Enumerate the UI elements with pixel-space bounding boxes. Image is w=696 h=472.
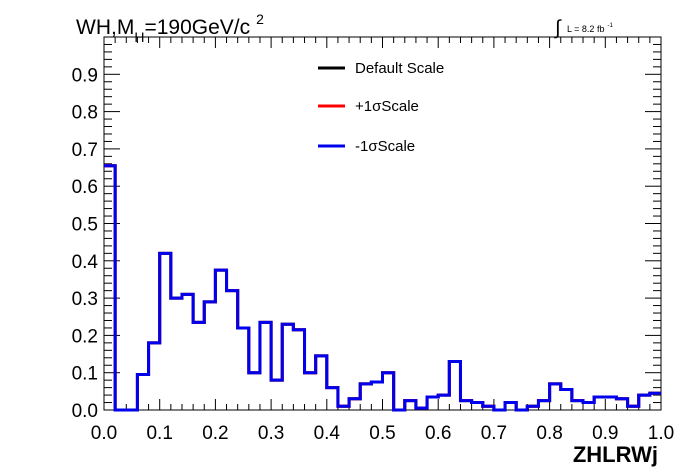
x-tick-label: 0.3 [258,423,284,444]
x-tick-label: 0.5 [369,423,395,444]
series-line-2 [104,164,661,412]
lumi-superscript: -1 [607,23,613,29]
lumi-text: L = 8.2 fb [567,24,604,34]
y-tick-label: 0.2 [72,326,98,347]
legend: Default Scale +1σScale -1σScale [318,60,444,155]
x-tick-label: 0.1 [146,423,172,444]
y-tick-label: 0.3 [72,289,98,310]
y-tick-label: 0.9 [72,65,98,86]
x-tick-label: 0.9 [592,423,618,444]
y-tick-label: 0.7 [72,140,98,161]
x-axis-title: ZHLRWj [573,442,658,467]
x-tick-label: 0.4 [314,423,341,444]
x-tick-label: 0.2 [202,423,228,444]
x-tick-label: 1.0 [648,423,674,444]
x-tick-label: 0.0 [91,423,117,444]
title-prefix: WH,M [76,16,134,39]
legend-label: +1σScale [355,98,419,115]
title-suffix: =190GeV/c [144,16,250,39]
lumi-label: L = 8.2 fb -1 [567,23,613,34]
y-tick-label: 0.5 [72,215,98,236]
legend-label: -1σScale [355,138,415,155]
y-tick-label: 0.8 [72,103,98,124]
legend-label: Default Scale [355,60,444,77]
y-tick-label: 0.0 [72,401,98,422]
x-tick-label: 0.8 [536,423,562,444]
x-tick-label: 0.7 [481,423,507,444]
axes: 0.0 0.1 0.2 0.3 0.4 0.5 0.6 0.7 0.8 0.9 1.0 0.0 0.1 0… [72,37,674,444]
series-group [104,164,661,412]
y-tick-label: 0.4 [72,252,99,273]
y-tick-label: 0.6 [72,177,98,198]
x-tick-label: 0.6 [425,423,451,444]
plot-frame [103,36,662,411]
y-tick-label: 0.1 [72,364,98,385]
lumi-integral: ∫ [554,17,562,39]
title-superscript: 2 [256,11,264,27]
